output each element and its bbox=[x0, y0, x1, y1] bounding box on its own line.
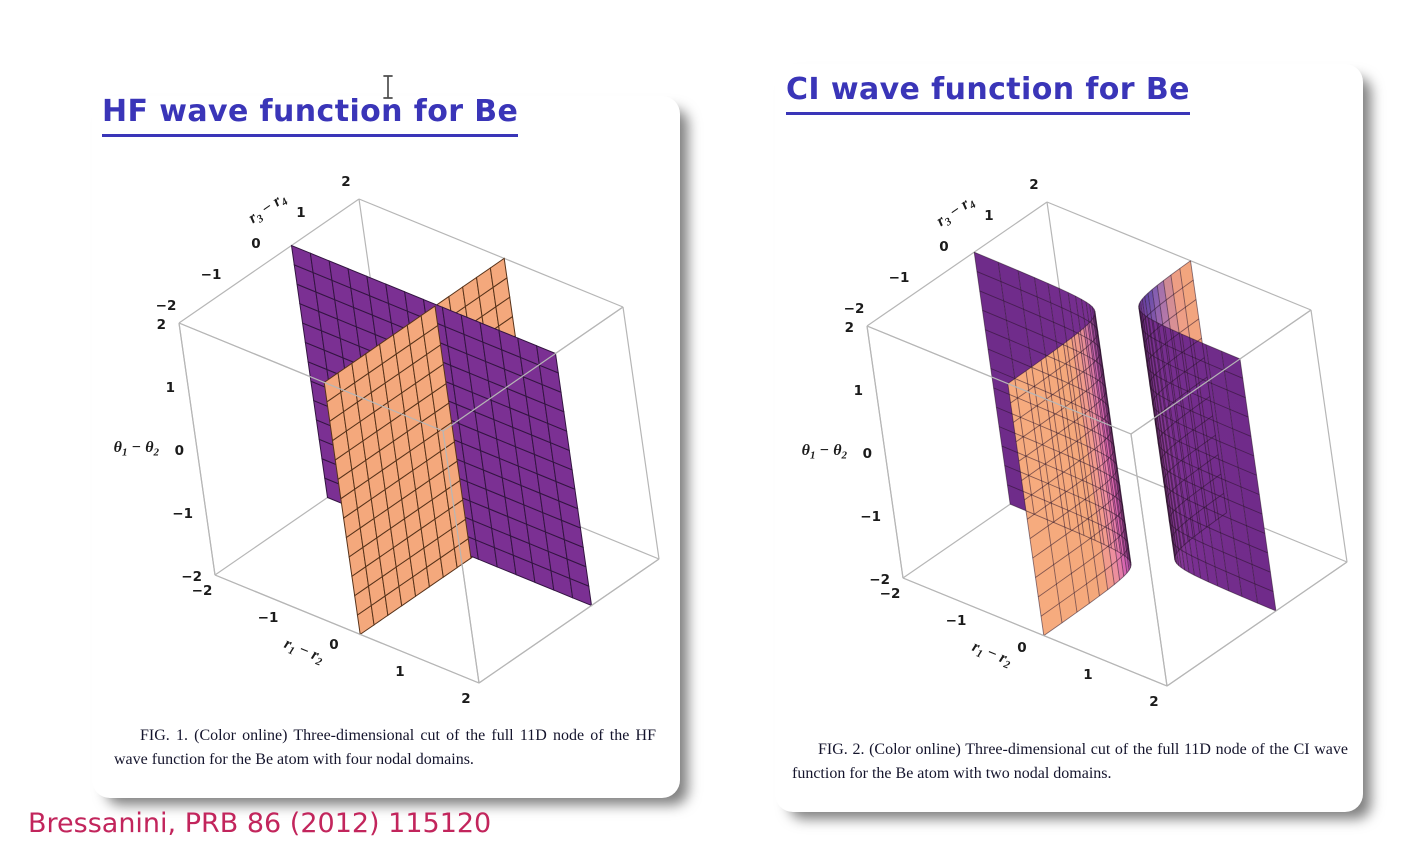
z-axis-label: θ1 − θ2 bbox=[114, 439, 160, 459]
ci-figure-caption: FIG. 2. (Color online) Three-dimensional… bbox=[792, 741, 1348, 782]
x-axis-label: r1 − r2 bbox=[281, 635, 327, 669]
hf-title: HF wave function for Be bbox=[102, 94, 519, 137]
x-tick-label: 0 bbox=[329, 637, 338, 653]
ci-right-sheet bbox=[1138, 260, 1277, 612]
y-axis-label: r3 − r4 bbox=[245, 189, 290, 229]
x-tick-label: 0 bbox=[1017, 640, 1026, 656]
ci-left-sheet bbox=[973, 251, 1132, 636]
y-axis-label: r3 − r4 bbox=[933, 192, 978, 232]
y-tick-label: 0 bbox=[251, 236, 260, 252]
y-tick-label: 2 bbox=[341, 174, 350, 190]
x-tick-label: −1 bbox=[946, 613, 967, 629]
x-tick-label: −2 bbox=[192, 583, 213, 599]
x-tick-label: 2 bbox=[461, 691, 470, 707]
citation: Bressanini, PRB 86 (2012) 115120 bbox=[28, 808, 492, 839]
ci-title: CI wave function for Be bbox=[786, 72, 1190, 115]
x-tick-label: −2 bbox=[880, 586, 901, 602]
hf-figure-caption: FIG. 1. (Color online) Three-dimensional… bbox=[114, 727, 656, 768]
y-tick-label: −1 bbox=[889, 270, 910, 286]
hf-3d-plot: −2 −1 0 1 2 −2 −1 0 1 2 −2 −1 0 1 2 r3 − r4 θ1 − θ2 r1 − … bbox=[114, 174, 660, 707]
z-tick-label: 2 bbox=[157, 317, 166, 333]
z-tick-label: 0 bbox=[863, 446, 872, 462]
y-tick-label: 0 bbox=[939, 239, 948, 255]
ci-3d-plot: −2 −1 0 1 2 −2 −1 0 1 2 −2 −1 0 1 2 r3 − r4 θ1 − θ2 r1 − … bbox=[802, 177, 1348, 710]
z-tick-label: −1 bbox=[172, 506, 193, 522]
z-tick-label: 2 bbox=[845, 320, 854, 336]
axes: −2 −1 0 1 2 −2 −1 0 1 2 −2 −1 0 1 2 r3 − r4 θ1 − θ2 r1 − … bbox=[114, 174, 471, 707]
y-tick-label: 1 bbox=[296, 205, 305, 221]
y-tick-label: −1 bbox=[201, 267, 222, 283]
x-tick-label: 2 bbox=[1149, 694, 1158, 710]
y-tick-label: −2 bbox=[156, 298, 177, 314]
z-tick-label: −1 bbox=[860, 509, 881, 525]
y-tick-label: 1 bbox=[984, 208, 993, 224]
box-frame-front bbox=[178, 306, 660, 684]
y-tick-label: 2 bbox=[1029, 177, 1038, 193]
x-tick-label: 1 bbox=[1083, 667, 1092, 683]
box-frame-front bbox=[866, 309, 1348, 687]
hf-surfaces bbox=[290, 244, 593, 636]
text-cursor-icon bbox=[382, 74, 394, 100]
z-tick-label: 0 bbox=[175, 443, 184, 459]
z-tick-label: −2 bbox=[181, 569, 202, 585]
x-axis-label: r1 − r2 bbox=[969, 638, 1015, 672]
z-tick-label: 1 bbox=[166, 380, 175, 396]
x-tick-label: 1 bbox=[395, 664, 404, 680]
z-tick-label: −2 bbox=[869, 572, 890, 588]
x-tick-label: −1 bbox=[258, 610, 279, 626]
z-axis-label: θ1 − θ2 bbox=[802, 442, 848, 462]
y-tick-label: −2 bbox=[844, 301, 865, 317]
z-tick-label: 1 bbox=[854, 383, 863, 399]
